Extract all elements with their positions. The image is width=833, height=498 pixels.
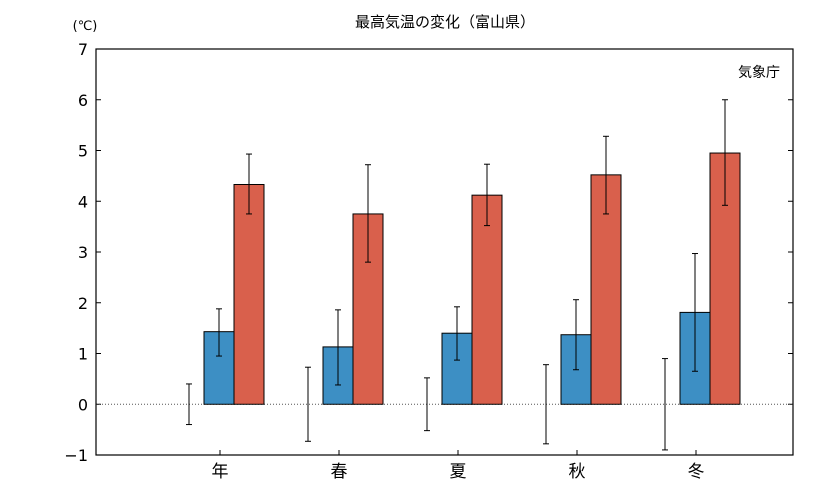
y-tick-label: 1 bbox=[78, 345, 88, 364]
y-tick-label: 7 bbox=[78, 40, 88, 59]
x-tick-label: 冬 bbox=[688, 462, 705, 482]
chart-title: 最高気温の変化（富山県） bbox=[355, 13, 535, 31]
plot-frame bbox=[95, 48, 794, 456]
source-label: 気象庁 bbox=[738, 65, 780, 81]
y-tick-label: 2 bbox=[78, 294, 88, 313]
y-tick-label: 0 bbox=[78, 395, 88, 414]
x-tick-label: 秋 bbox=[569, 462, 586, 482]
y-unit-label: (℃) bbox=[73, 19, 98, 34]
x-tick-label: 夏 bbox=[450, 462, 467, 482]
y-tick-label: 4 bbox=[78, 192, 88, 211]
y-tick-label: 5 bbox=[78, 142, 88, 161]
bar-red bbox=[233, 184, 265, 405]
x-tick-label: 春 bbox=[331, 462, 348, 482]
x-tick-label: 年 bbox=[212, 462, 229, 482]
y-tick-label: −1 bbox=[64, 446, 88, 465]
bar-red bbox=[471, 194, 503, 405]
y-tick-label: 3 bbox=[78, 243, 88, 262]
y-tick-label: 6 bbox=[78, 91, 88, 110]
